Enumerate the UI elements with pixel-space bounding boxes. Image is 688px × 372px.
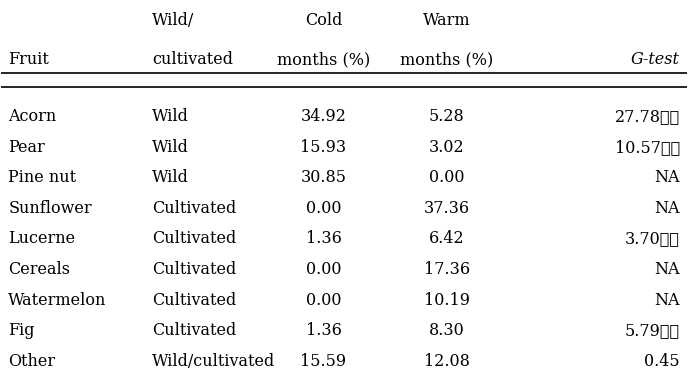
Text: 1.36: 1.36 [305,322,341,339]
Text: Pear: Pear [8,139,45,155]
Text: Wild/cultivated: Wild/cultivated [152,353,275,370]
Text: Pine nut: Pine nut [8,169,76,186]
Text: Fruit: Fruit [8,51,49,68]
Text: Lucerne: Lucerne [8,230,76,247]
Text: 12.08: 12.08 [424,353,470,370]
Text: Wild: Wild [152,169,189,186]
Text: 3.70⋆⋆: 3.70⋆⋆ [625,230,680,247]
Text: 27.78⋆⋆: 27.78⋆⋆ [614,108,680,125]
Text: 0.00: 0.00 [305,261,341,278]
Text: 10.57⋆⋆: 10.57⋆⋆ [614,139,680,155]
Text: 5.79⋆⋆: 5.79⋆⋆ [625,322,680,339]
Text: 17.36: 17.36 [424,261,470,278]
Text: Acorn: Acorn [8,108,56,125]
Text: NA: NA [654,261,680,278]
Text: Other: Other [8,353,55,370]
Text: Cultivated: Cultivated [152,200,237,217]
Text: months (%): months (%) [277,51,370,68]
Text: 0.45: 0.45 [644,353,680,370]
Text: 15.93: 15.93 [301,139,347,155]
Text: NA: NA [654,169,680,186]
Text: NA: NA [654,200,680,217]
Text: 6.42: 6.42 [429,230,464,247]
Text: Cultivated: Cultivated [152,292,237,309]
Text: 0.00: 0.00 [429,169,464,186]
Text: Cold: Cold [305,12,342,29]
Text: 1.36: 1.36 [305,230,341,247]
Text: 0.00: 0.00 [305,200,341,217]
Text: 0.00: 0.00 [305,292,341,309]
Text: 5.28: 5.28 [429,108,464,125]
Text: cultivated: cultivated [152,51,233,68]
Text: 34.92: 34.92 [301,108,346,125]
Text: G-test: G-test [631,51,680,68]
Text: Warm: Warm [423,12,471,29]
Text: 3.02: 3.02 [429,139,464,155]
Text: NA: NA [654,292,680,309]
Text: Cultivated: Cultivated [152,322,237,339]
Text: Sunflower: Sunflower [8,200,92,217]
Text: 15.59: 15.59 [301,353,347,370]
Text: months (%): months (%) [400,51,493,68]
Text: Cultivated: Cultivated [152,261,237,278]
Text: Wild/: Wild/ [152,12,195,29]
Text: Wild: Wild [152,108,189,125]
Text: Wild: Wild [152,139,189,155]
Text: Cultivated: Cultivated [152,230,237,247]
Text: Cereals: Cereals [8,261,70,278]
Text: 8.30: 8.30 [429,322,464,339]
Text: 10.19: 10.19 [424,292,470,309]
Text: Watermelon: Watermelon [8,292,107,309]
Text: 37.36: 37.36 [424,200,470,217]
Text: Fig: Fig [8,322,34,339]
Text: 30.85: 30.85 [301,169,347,186]
